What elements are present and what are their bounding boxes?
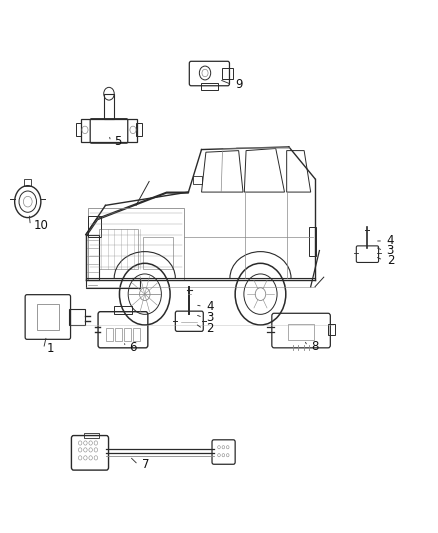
Text: 6: 6: [129, 341, 137, 354]
Bar: [328, 324, 335, 335]
Text: 1: 1: [47, 342, 54, 356]
Text: 9: 9: [236, 78, 243, 91]
Bar: [106, 328, 113, 341]
Text: 3: 3: [387, 244, 394, 257]
Text: 3: 3: [206, 311, 214, 324]
Bar: [288, 324, 314, 340]
Bar: [76, 123, 81, 136]
Bar: [69, 309, 85, 325]
Bar: [114, 306, 132, 314]
Text: 7: 7: [142, 458, 149, 471]
Bar: [137, 123, 142, 136]
Bar: [222, 68, 233, 79]
Bar: [133, 328, 140, 341]
Bar: [24, 179, 31, 185]
Bar: [308, 227, 316, 256]
Text: 2: 2: [206, 322, 214, 335]
Bar: [81, 119, 138, 142]
Bar: [37, 304, 59, 330]
Text: 4: 4: [206, 300, 214, 313]
Bar: [99, 229, 138, 269]
Bar: [104, 94, 114, 119]
Bar: [115, 328, 122, 341]
Bar: [88, 216, 101, 237]
Bar: [193, 176, 201, 184]
Text: 5: 5: [114, 135, 122, 148]
Bar: [86, 235, 99, 280]
Bar: [124, 328, 131, 341]
Bar: [84, 433, 99, 438]
Text: 8: 8: [311, 340, 318, 353]
Text: 2: 2: [387, 254, 394, 266]
Bar: [88, 208, 184, 280]
Bar: [143, 237, 173, 269]
Bar: [86, 278, 141, 288]
Text: 10: 10: [34, 219, 49, 232]
Bar: [201, 83, 218, 90]
Text: 4: 4: [387, 235, 394, 247]
